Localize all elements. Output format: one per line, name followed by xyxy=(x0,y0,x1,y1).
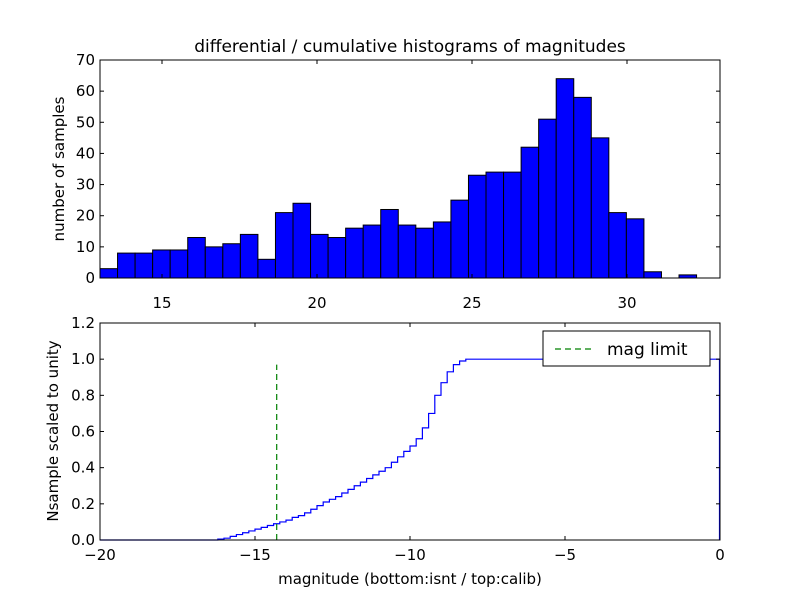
histogram-frame xyxy=(99,59,721,279)
y-tick-label: 20 xyxy=(76,207,95,225)
histogram-y-ticks: 0 10 20 30 40 50 60 70 xyxy=(76,51,720,287)
y-tick-label: 10 xyxy=(76,238,95,256)
histogram-panel: differential / cumulative histograms of … xyxy=(50,37,721,312)
histogram-bar xyxy=(380,208,399,279)
cumulative-x-label: magnitude (bottom:isnt / top:calib) xyxy=(278,570,542,588)
x-tick-label: 30 xyxy=(617,294,636,312)
histogram-bar xyxy=(467,174,487,279)
histogram-bar xyxy=(345,227,364,279)
x-tick-label: −15 xyxy=(239,546,271,564)
histogram-bar xyxy=(169,249,189,279)
x-tick-label: 15 xyxy=(152,294,171,312)
x-tick-label: 0 xyxy=(715,546,725,564)
cumulative-y-ticks: 0.0 0.2 0.4 0.6 0.8 1.0 1.2 xyxy=(71,314,720,549)
cumulative-panel: −20 −15 −10 −5 0 0.0 0.2 0.4 0.6 0.8 1.0 1.2 magni… xyxy=(44,314,725,588)
histogram-bar xyxy=(643,271,662,279)
x-tick-label: 20 xyxy=(307,294,326,312)
histogram-bar xyxy=(204,246,224,279)
histogram-bar xyxy=(310,233,329,279)
histogram-bar xyxy=(573,96,592,279)
y-tick-label: 0.8 xyxy=(71,386,95,404)
histogram-bar xyxy=(450,199,469,279)
legend-mag-limit-label: mag limit xyxy=(607,340,688,360)
histogram-bar xyxy=(152,249,171,279)
cumulative-x-ticks: −20 −15 −10 −5 0 xyxy=(84,323,725,564)
histogram-bar xyxy=(555,78,575,279)
y-tick-label: 1.2 xyxy=(71,314,95,332)
y-tick-label: 0.6 xyxy=(71,423,95,441)
y-tick-label: 40 xyxy=(76,144,95,162)
histogram-bar xyxy=(362,224,382,279)
histogram-bar xyxy=(187,237,206,279)
histogram-bar xyxy=(222,243,241,279)
cumulative-y-label: Nsample scaled to unity xyxy=(44,340,62,521)
histogram-bar xyxy=(415,227,434,279)
y-tick-label: 0.4 xyxy=(71,459,95,477)
histogram-bar xyxy=(520,146,540,279)
y-tick-label: 30 xyxy=(76,176,95,194)
histogram-bar xyxy=(397,224,417,279)
histogram-bar xyxy=(327,237,347,279)
histogram-bars xyxy=(99,78,698,279)
x-tick-label: −20 xyxy=(84,546,116,564)
histogram-bar xyxy=(134,252,154,279)
histogram-x-ticks: 15 20 25 30 xyxy=(152,60,637,312)
chart-title: differential / cumulative histograms of … xyxy=(194,37,626,57)
y-tick-label: 60 xyxy=(76,82,95,100)
histogram-bar xyxy=(590,137,610,279)
y-tick-label: 0.0 xyxy=(71,531,95,549)
histogram-bar xyxy=(257,258,276,279)
x-tick-label: −10 xyxy=(394,546,426,564)
histogram-bar xyxy=(239,233,259,279)
histogram-bar xyxy=(608,212,627,279)
x-tick-label: 25 xyxy=(462,294,481,312)
histogram-bar xyxy=(99,268,119,279)
histogram-y-label: number of samples xyxy=(50,96,68,241)
cumulative-step-line xyxy=(100,358,721,541)
histogram-bar xyxy=(274,212,294,279)
cumulative-lines xyxy=(100,358,721,541)
histogram-bar xyxy=(538,118,557,279)
histogram-bar xyxy=(292,202,312,279)
histogram-bar xyxy=(485,171,505,279)
legend: mag limit xyxy=(542,330,711,367)
histogram-bar xyxy=(432,221,452,279)
y-tick-label: 1.0 xyxy=(71,350,95,368)
histogram-bar xyxy=(117,252,136,279)
histogram-bar xyxy=(625,218,645,279)
y-tick-label: 0.2 xyxy=(71,495,95,513)
y-tick-label: 70 xyxy=(76,51,95,69)
histogram-bar xyxy=(503,171,522,279)
x-tick-label: −5 xyxy=(554,546,576,564)
y-tick-label: 50 xyxy=(76,113,95,131)
y-tick-label: 0 xyxy=(85,269,95,287)
